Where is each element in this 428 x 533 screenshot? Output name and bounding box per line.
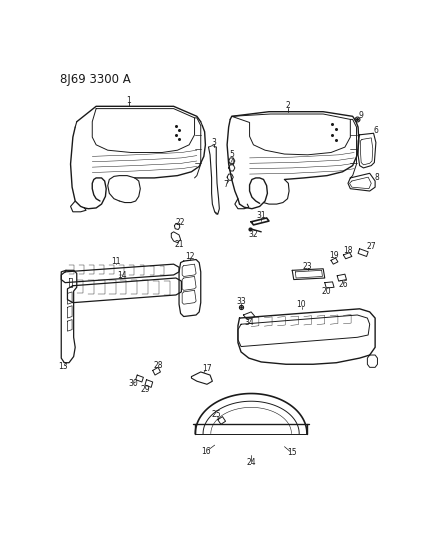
Text: 4: 4 xyxy=(229,158,234,167)
Text: 11: 11 xyxy=(111,256,120,265)
Text: 20: 20 xyxy=(321,287,331,296)
Text: 7: 7 xyxy=(223,180,228,189)
Text: 3: 3 xyxy=(211,138,217,147)
Text: 8J69 3300 A: 8J69 3300 A xyxy=(59,73,131,86)
Text: 25: 25 xyxy=(211,410,221,419)
Text: 27: 27 xyxy=(366,242,376,251)
Text: 19: 19 xyxy=(329,251,339,260)
Text: 6: 6 xyxy=(374,126,378,135)
Text: 22: 22 xyxy=(175,218,184,227)
Text: 29: 29 xyxy=(140,385,150,394)
Text: 8: 8 xyxy=(374,173,379,182)
Text: 21: 21 xyxy=(174,240,184,249)
Text: 10: 10 xyxy=(297,301,306,310)
Text: 32: 32 xyxy=(249,230,258,239)
Text: 15: 15 xyxy=(287,448,297,457)
Text: 26: 26 xyxy=(339,280,348,289)
Text: 13: 13 xyxy=(58,362,68,371)
Text: 14: 14 xyxy=(117,271,127,280)
Text: 33: 33 xyxy=(236,297,246,305)
Text: 12: 12 xyxy=(185,252,195,261)
Text: 1: 1 xyxy=(126,95,131,104)
Text: 16: 16 xyxy=(201,447,211,456)
Text: 28: 28 xyxy=(153,360,163,369)
Text: 2: 2 xyxy=(286,101,291,110)
Text: 31: 31 xyxy=(256,211,266,220)
Text: 34: 34 xyxy=(244,318,254,327)
Text: 5: 5 xyxy=(229,150,234,159)
Text: 17: 17 xyxy=(202,365,212,374)
Text: 30: 30 xyxy=(128,379,138,388)
Text: 24: 24 xyxy=(246,458,256,467)
Text: 9: 9 xyxy=(359,111,364,120)
Text: 23: 23 xyxy=(303,262,312,271)
Text: 18: 18 xyxy=(343,246,353,255)
